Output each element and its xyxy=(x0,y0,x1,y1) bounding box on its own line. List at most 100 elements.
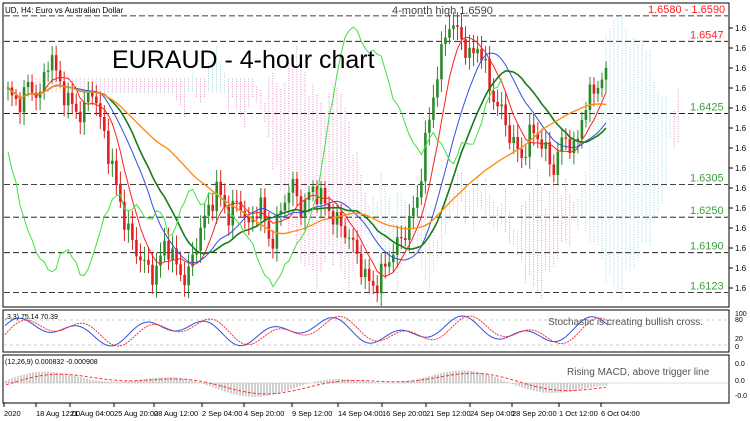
candle-body xyxy=(552,164,556,175)
candle-body xyxy=(90,92,94,97)
candle-body xyxy=(191,254,194,267)
candle-body xyxy=(279,210,283,215)
candle-body xyxy=(70,92,74,104)
level-label: 1.6123 xyxy=(690,280,724,292)
candle-body xyxy=(520,149,524,158)
axis-tick-label: 1.6 xyxy=(735,64,747,73)
axis-tick-label: 1.6 xyxy=(735,244,747,253)
candle-body xyxy=(452,25,455,30)
sma-fast-line xyxy=(7,36,607,278)
candle-body xyxy=(82,102,86,123)
price-axis: 1.6 1.6 1.6 1.6 1.6 1.6 1.6 1.6 1.6 1.6 1.6 1.6 1.6 1… xyxy=(729,24,747,400)
stoch-axis-label: 80 xyxy=(735,317,743,324)
candle-body xyxy=(516,136,519,150)
main-pane xyxy=(2,2,730,308)
candle-body xyxy=(379,263,383,294)
candle-body xyxy=(291,178,295,193)
macd-axis-label: 0.0 xyxy=(735,361,745,368)
candle-body xyxy=(123,202,126,230)
moving-averages xyxy=(7,26,607,288)
candle-body xyxy=(167,240,170,260)
candle-body xyxy=(58,70,62,82)
stochastic-note: Stochastic is creating bullish cross. xyxy=(548,317,703,328)
time-tick-label: 14 Sep 04:00 xyxy=(338,409,383,418)
macd-label: (12,26,9) 0.000832 -0.000908 xyxy=(5,359,98,366)
time-tick-label: 21 Aug 04:00 xyxy=(70,409,114,418)
symbol-line: UD, H4: Euro vs Australian Dollar xyxy=(5,6,124,15)
candle-body xyxy=(355,239,359,254)
time-tick-label: 2020 xyxy=(4,409,21,418)
candle-body xyxy=(323,187,327,204)
candle-body xyxy=(74,103,78,112)
candle-body xyxy=(215,181,218,212)
candle-body xyxy=(572,140,576,154)
candle-body xyxy=(484,58,487,61)
candle-body xyxy=(86,92,90,103)
candle-body xyxy=(347,237,351,239)
candle-body xyxy=(556,151,560,175)
candle-body xyxy=(119,183,122,203)
candle-body xyxy=(460,26,463,40)
candlesticks xyxy=(6,12,608,307)
candle-body xyxy=(488,58,491,91)
candle-body xyxy=(183,274,186,286)
candle-body xyxy=(568,138,572,154)
axis-tick-label: 1.6 xyxy=(735,224,747,233)
candle-body xyxy=(235,200,239,202)
candle-body xyxy=(78,111,82,123)
candle-body xyxy=(588,84,592,111)
candle-body xyxy=(428,119,431,133)
candle-body xyxy=(383,263,387,267)
stochastic-lines xyxy=(4,315,728,347)
candle-body xyxy=(271,238,275,249)
macd-signal-line xyxy=(5,372,607,395)
candle-body xyxy=(187,266,190,286)
axis-tick-label: 1.6 xyxy=(735,104,747,113)
candle-body xyxy=(363,268,367,278)
candle-body xyxy=(247,217,251,223)
candle-body xyxy=(367,268,371,281)
candle-body xyxy=(275,214,279,249)
macd-axis-label: 0.0 xyxy=(735,378,745,385)
candle-body xyxy=(143,259,146,261)
candle-body xyxy=(135,239,138,257)
time-tick-label: 9 Sep 12:00 xyxy=(292,409,332,418)
candle-body xyxy=(147,259,150,265)
candle-body xyxy=(351,237,355,240)
time-tick-label: 16 Sep 20:00 xyxy=(382,409,427,418)
candle-body xyxy=(111,160,114,164)
candle-body xyxy=(54,55,58,71)
candle-body xyxy=(476,48,479,54)
candle-body xyxy=(420,181,423,198)
axis-tick-label: 1.6 xyxy=(735,44,747,53)
candle-body xyxy=(468,47,471,58)
candle-body xyxy=(508,125,511,144)
candle-body xyxy=(155,265,158,285)
candle-body xyxy=(592,84,596,94)
candle-body xyxy=(444,37,447,45)
level-label: 1.6425 xyxy=(690,102,724,114)
ichimoku-cloud xyxy=(27,16,679,300)
candle-body xyxy=(255,216,259,219)
stoch-axis-label: 100 xyxy=(735,311,747,318)
level-label: 1.6305 xyxy=(690,173,724,185)
macd-pane xyxy=(2,354,730,404)
stoch-axis-label: 0 xyxy=(735,344,739,351)
time-tick-label: 28 Sep 20:00 xyxy=(512,409,557,418)
candle-body xyxy=(163,240,166,256)
candle-body xyxy=(139,256,142,261)
candle-body xyxy=(115,160,118,184)
axis-tick-label: 1.6 xyxy=(735,284,747,293)
candle-body xyxy=(536,133,540,140)
candle-body xyxy=(22,87,26,113)
candle-body xyxy=(307,191,311,200)
candle-body xyxy=(231,200,235,226)
candle-body xyxy=(548,142,552,165)
time-tick-label: 21 Sep 12:00 xyxy=(426,409,471,418)
candle-body xyxy=(335,211,339,225)
candle-body xyxy=(371,280,375,286)
candle-body xyxy=(544,142,548,149)
time-tick-label: 25 Aug 20:00 xyxy=(114,409,158,418)
